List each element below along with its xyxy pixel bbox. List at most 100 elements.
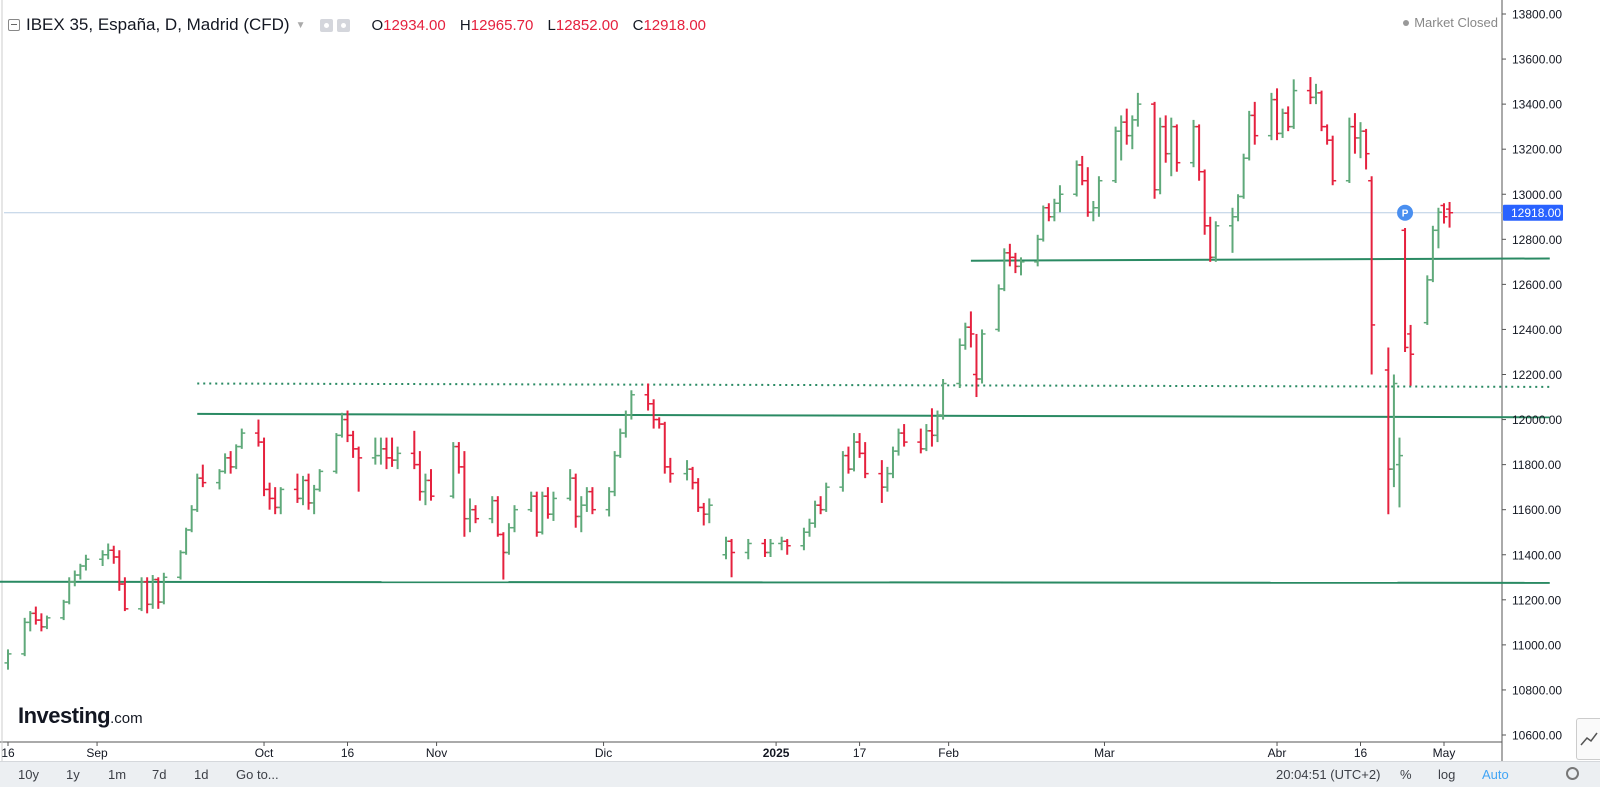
ohlc-bar[interactable] [82, 554, 90, 571]
ohlc-bar[interactable] [978, 329, 986, 384]
dotted-trendline-1[interactable] [197, 382, 1550, 388]
trendline-2[interactable] [0, 580, 1550, 584]
ohlc-bar[interactable] [1407, 324, 1415, 386]
ohlc-bar[interactable] [1357, 122, 1365, 159]
ohlc-bar[interactable] [99, 550, 107, 567]
ohlc-bar[interactable] [588, 487, 596, 515]
ohlc-bar[interactable] [939, 379, 947, 420]
eye-icon[interactable] [319, 18, 333, 32]
range-7d-button[interactable]: 7d [152, 767, 167, 782]
ohlc-bar[interactable] [260, 437, 268, 497]
ohlc-bar[interactable] [26, 611, 34, 632]
ohlc-bar[interactable] [510, 505, 518, 533]
ohlc-bar[interactable] [856, 433, 864, 458]
percent-scale-button[interactable]: % [1400, 767, 1412, 782]
gear-icon[interactable] [1566, 767, 1579, 780]
ohlc-bar[interactable] [427, 469, 435, 501]
ohlc-bar[interactable] [1323, 124, 1331, 145]
ohlc-bar[interactable] [1446, 201, 1454, 228]
ohlc-bar[interactable] [1000, 248, 1008, 292]
ohlc-bar[interactable] [805, 518, 813, 537]
ohlc-bar[interactable] [817, 496, 825, 515]
ohlc-bar[interactable] [1206, 216, 1214, 262]
ohlc-bar[interactable] [449, 442, 457, 499]
ohlc-bar[interactable] [767, 538, 775, 558]
ohlc-bar[interactable] [666, 457, 674, 483]
ohlc-bar[interactable] [221, 453, 229, 474]
ohlc-bar[interactable] [104, 543, 112, 560]
range-10y-button[interactable]: 10y [18, 767, 39, 782]
ohlc-bar[interactable] [928, 408, 936, 447]
ohlc-bar[interactable] [538, 491, 546, 535]
ohlc-bar[interactable] [1345, 117, 1353, 183]
ohlc-bar[interactable] [1440, 203, 1448, 224]
ohlc-bar[interactable] [1240, 153, 1248, 199]
drawing-tools-toggle[interactable] [1576, 718, 1600, 760]
ohlc-bar[interactable] [822, 482, 830, 512]
log-scale-button[interactable]: log [1438, 767, 1456, 782]
ohlc-bar[interactable] [1362, 128, 1370, 170]
ohlc-bar[interactable] [499, 532, 507, 580]
ohlc-bar[interactable] [1011, 252, 1019, 274]
ohlc-bar[interactable] [1039, 205, 1047, 242]
ohlc-bar[interactable] [227, 451, 235, 474]
ohlc-bar[interactable] [199, 464, 207, 488]
ohlc-bar[interactable] [43, 615, 51, 630]
ohlc-bar[interactable] [37, 613, 45, 632]
ohlc-bar[interactable] [472, 505, 480, 524]
ohlc-bar[interactable] [371, 437, 379, 465]
ohlc-bar[interactable] [1245, 110, 1253, 161]
ohlc-bar[interactable] [277, 487, 285, 515]
ohlc-bar[interactable] [110, 545, 118, 564]
ohlc-bar[interactable] [305, 473, 313, 510]
ohlc-bar[interactable] [1212, 221, 1220, 262]
ohlc-bar[interactable] [1123, 108, 1131, 145]
ohlc-bar[interactable] [1251, 101, 1259, 145]
ohlc-bar[interactable] [1228, 207, 1236, 253]
ohlc-bar[interactable] [1156, 117, 1164, 195]
ohlc-bar[interactable] [1368, 176, 1376, 375]
range-1y-button[interactable]: 1y [66, 767, 80, 782]
ohlc-bar[interactable] [1006, 243, 1014, 267]
ohlc-bar[interactable] [1273, 88, 1281, 141]
ohlc-bar[interactable] [761, 538, 769, 558]
ohlc-bar[interactable] [1384, 347, 1392, 515]
ohlc-bar[interactable] [549, 491, 557, 521]
ohlc-bar[interactable] [533, 491, 541, 537]
ohlc-bar[interactable] [193, 473, 201, 512]
ohlc-bar[interactable] [1284, 106, 1292, 132]
ohlc-bar[interactable] [1017, 257, 1025, 276]
ohlc-bar[interactable] [1390, 374, 1398, 488]
ohlc-bar[interactable] [1089, 201, 1097, 222]
ohlc-bar[interactable] [32, 606, 40, 625]
ohlc-bar[interactable] [883, 466, 891, 492]
trendline-3[interactable] [970, 257, 1550, 262]
ohlc-bar[interactable] [355, 446, 363, 492]
ohlc-bar[interactable] [388, 437, 396, 467]
settings-icon[interactable] [336, 18, 350, 32]
ohlc-bar[interactable] [661, 421, 669, 474]
ohlc-bar[interactable] [572, 473, 580, 528]
ohlc-bar[interactable] [1050, 198, 1058, 222]
ohlc-bar[interactable] [878, 460, 886, 503]
ohlc-bar[interactable] [182, 527, 190, 555]
ohlc-bar[interactable] [271, 487, 279, 515]
ohlc-bar[interactable] [1151, 101, 1159, 199]
ohlc-bar[interactable] [1056, 185, 1064, 213]
ohlc-bar[interactable] [967, 311, 975, 348]
ohlc-bar[interactable] [783, 538, 791, 555]
ohlc-bar[interactable] [1173, 124, 1181, 172]
ohlc-bar[interactable] [1351, 113, 1359, 154]
ohlc-bar[interactable] [177, 550, 185, 580]
ohlc-bar[interactable] [1434, 207, 1442, 249]
ohlc-bar[interactable] [1318, 90, 1326, 132]
ohlc-bar[interactable] [232, 444, 240, 470]
collapse-icon[interactable] [8, 19, 20, 31]
ohlc-bar[interactable] [1134, 92, 1142, 127]
ohlc-bar[interactable] [1112, 126, 1120, 183]
ohlc-bar[interactable] [338, 412, 346, 438]
ohlc-bar[interactable] [1429, 225, 1437, 283]
symbol-title[interactable]: IBEX 35, España, D, Madrid (CFD) [26, 15, 290, 34]
ohlc-bar[interactable] [1401, 228, 1409, 352]
